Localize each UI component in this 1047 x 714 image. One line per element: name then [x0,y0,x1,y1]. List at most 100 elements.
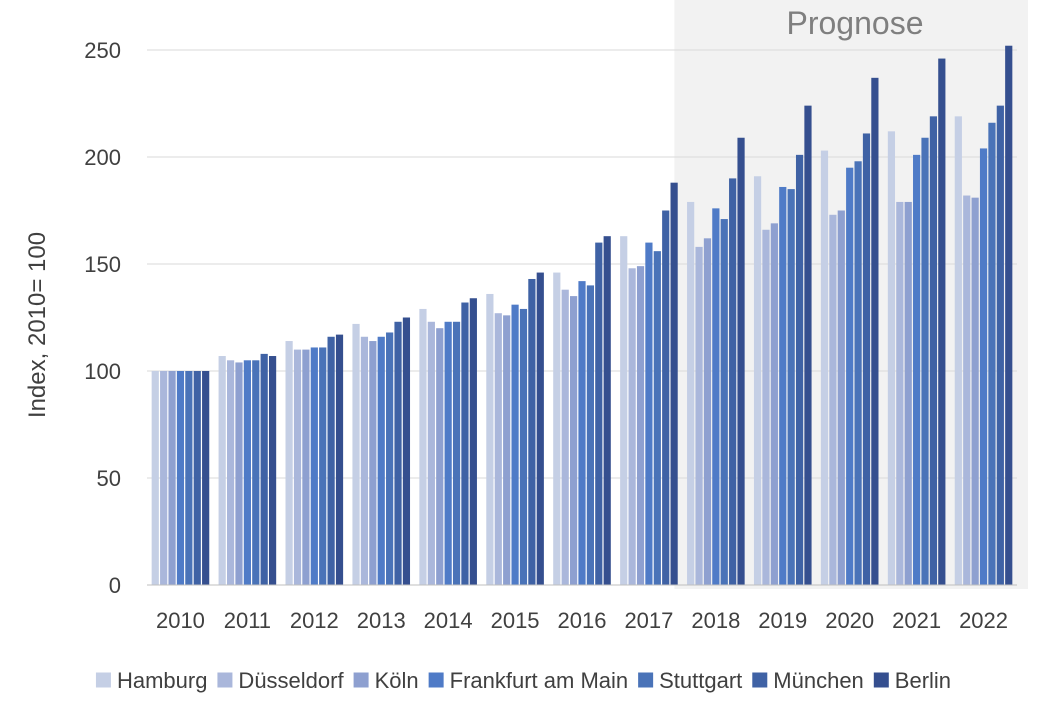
x-axis-ticks: 2010 2011 2012 2013 2014 2015 2016 2017 2018 2019… [156,608,1008,633]
bar [1005,45,1013,586]
legend-label: Hamburg [117,668,207,693]
bar [862,133,871,585]
bar [703,238,712,585]
bar [954,116,962,585]
legend-item: Hamburg [95,668,207,693]
bar [979,148,988,585]
y-tick-label: 100 [84,359,121,384]
bar [160,371,168,585]
x-tick-label: 2020 [825,608,874,633]
bar [310,347,318,585]
bar [511,304,519,585]
bar [452,321,461,585]
bar [536,272,544,585]
bar [176,371,185,585]
bar [578,281,586,585]
bar [218,356,226,585]
bar [386,332,394,585]
bar [235,362,243,585]
x-tick-label: 2017 [624,608,673,633]
bar [168,371,176,585]
bar [921,137,929,586]
bar [293,349,302,585]
legend-item: Berlin [873,668,951,693]
bar [779,186,787,585]
bar [695,246,703,585]
bar [469,298,477,585]
bar [427,321,435,585]
bar [829,214,837,585]
bar [729,178,737,585]
bar [226,360,235,585]
legend-swatch [873,672,889,688]
bar [820,150,829,585]
legend-label: Berlin [895,668,951,693]
bar [436,328,444,585]
legend: Hamburg Düsseldorf Köln Frankfurt am Main St… [95,668,951,693]
y-tick-label: 50 [97,466,121,491]
bar [185,371,193,585]
bar [913,154,921,586]
bar [837,210,845,585]
bar [377,336,385,585]
x-tick-label: 2010 [156,608,205,633]
bar [720,219,728,585]
x-tick-label: 2021 [892,608,941,633]
bar [887,131,896,585]
bar [319,347,327,585]
bar [202,371,210,585]
x-tick-label: 2016 [558,608,607,633]
legend-item: Stuttgart [638,668,742,693]
legend-label: Köln [375,668,419,693]
y-tick-label: 200 [84,145,121,170]
y-tick-label: 250 [84,38,121,63]
legend-item: Frankfurt am Main [428,668,628,693]
bar [770,223,778,585]
y-tick-label: 150 [84,252,121,277]
legend-label: Düsseldorf [238,668,344,693]
bar [787,189,795,585]
bar [151,371,159,585]
bar [444,321,452,585]
legend-swatch [353,672,369,688]
bar [804,105,812,585]
bar [653,251,661,585]
bar [904,201,912,585]
legend-swatch [428,672,444,688]
x-tick-label: 2022 [959,608,1008,633]
bar [620,236,628,585]
bar [846,167,854,585]
bar [996,105,1004,585]
bar [963,195,971,585]
bar [528,278,536,585]
bar [394,321,402,585]
legend-item: Köln [353,668,419,693]
bar [260,353,268,585]
bar [737,137,745,586]
legend-swatch [752,672,768,688]
bar [252,360,260,585]
bar [687,201,695,585]
bar [335,334,344,585]
bar [896,201,904,585]
legend-item: Düsseldorf [217,668,344,693]
legend-swatch [217,672,233,688]
bar [586,285,594,585]
bar [369,341,377,585]
bar [871,77,879,585]
x-tick-label: 2011 [224,608,271,633]
x-tick-label: 2015 [491,608,540,633]
bar [193,371,201,585]
bar [795,154,804,586]
bar [628,268,636,585]
bar [662,210,670,585]
legend-item: München [752,668,864,693]
bar [419,308,427,585]
bar [570,296,578,585]
x-tick-label: 2012 [290,608,339,633]
bar [402,317,411,585]
bar [243,360,251,585]
bar [285,341,293,585]
bar [603,236,611,585]
